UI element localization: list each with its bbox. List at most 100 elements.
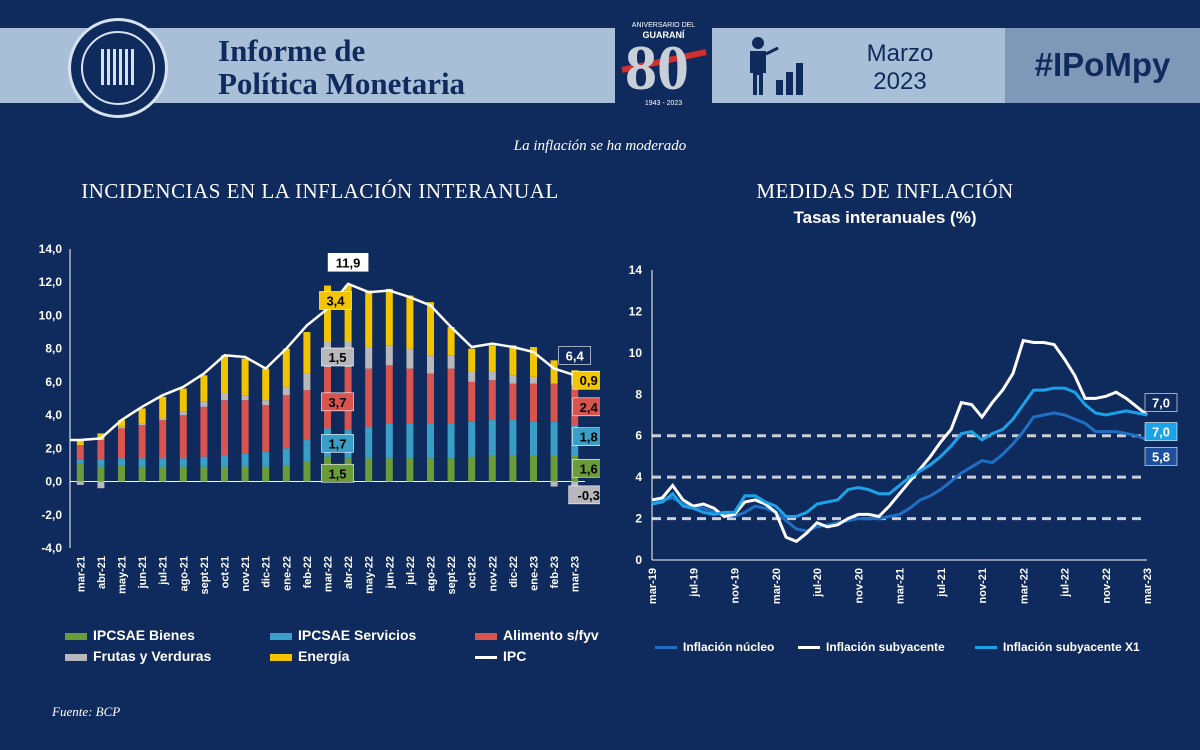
bar-segment [447,327,455,356]
x-tick-label: may-22 [364,556,376,594]
anniversary-years: 1943 - 2023 [644,100,683,107]
bar-segment [488,371,496,381]
x-tick-label: nov-21 [240,556,252,591]
y-tick-label: 10 [629,346,643,360]
left-chart-title: INCIDENCIAS EN LA INFLACIÓN INTERANUAL [81,179,559,203]
report-title-line1: Informe de [218,33,366,68]
label-mar22-bienes: 1,5 [328,466,346,481]
bar-segment [488,454,496,482]
x-tick-label: jul-21 [158,556,170,586]
bar-segment [179,388,187,412]
label-mar22-frutas: 1,5 [328,350,346,365]
bar-segment [138,423,146,426]
bar-segment [138,408,146,424]
y-tick-label: 8 [635,387,642,401]
bar-segment [241,466,249,482]
bar-segment [303,390,311,441]
subyacente-x1-line [651,386,1148,518]
hashtag-box: #IPoMpy [1005,28,1200,103]
label-mar22-energia: 3,4 [326,293,345,308]
report-title-line2: Política Monetaria [218,66,466,101]
y-tick-label: -2,0 [41,508,62,522]
end-label-subyacente: 7,0 [1152,396,1170,411]
bar-segment [509,454,517,482]
bar-segment [138,458,146,467]
x-tick-label: jul-19 [688,568,700,598]
label-mar23-energia-box [572,370,600,390]
bar-segment [282,348,290,387]
bar-segment [221,355,228,394]
legend-nucleo: Inflación núcleo [655,640,774,654]
bar-segment [179,466,187,482]
bar-segment [427,423,434,459]
bar-segment [138,425,146,459]
bar-segment [118,428,125,459]
y-tick-label: 0,0 [45,475,62,489]
bar-segment [488,420,496,455]
bar-segment [241,453,249,467]
bar-segment [468,381,476,422]
bar-segment [282,464,290,482]
bar-segment [406,368,414,424]
bar-segment [179,458,187,467]
bar-segment [427,373,434,424]
y-tick-label: 4 [635,470,642,484]
y-tick-label: 14,0 [39,242,63,256]
bar-segment [97,481,105,489]
bar-segment [488,380,496,421]
x-tick-label: sept-21 [199,556,211,595]
bar-segment [385,345,393,366]
bar-segment [200,466,208,482]
y-tick-label: 10,0 [39,308,63,322]
bar-segment [447,458,455,482]
bar-segment [97,440,105,460]
bar-segment [488,345,496,372]
bar-segment [324,285,331,343]
y-tick-label: 2,0 [45,441,62,455]
label-ipc-last: 6,4 [566,348,585,363]
x-tick-label: jul-20 [812,568,824,598]
y-tick-label: 4,0 [45,408,62,422]
label-mar22-energia-box [319,291,352,310]
x-tick-label: feb-23 [549,556,561,588]
bar-segment [262,451,270,467]
y-tick-label: 8,0 [45,342,62,356]
anniversary-currency: GUARANÍ [642,30,685,40]
bar-segment [221,400,228,455]
bar-segment [447,368,455,424]
bar-segment [406,423,414,459]
bar-segment [530,454,537,482]
source-note: Fuente: BCP [52,704,121,719]
bar-segment [282,386,290,396]
bar-segment [427,458,434,482]
x-tick-label: nov-22 [1101,568,1113,603]
legend-subyacente-x1: Inflación subyacente X1 [975,640,1140,654]
bar-segment [138,466,146,482]
label-mar23-servicios: 1,8 [580,430,598,445]
bar-segment [262,368,270,401]
label-mar22-alimento-box [321,392,354,412]
right-legend: Inflación núcleo Inflación subyacente In… [600,638,1200,658]
x-tick-label: mar-21 [895,568,907,604]
legend-servicios: IPCSAE Servicios [270,627,416,643]
bar-segment [344,285,352,343]
right-chart-subtitle: Tasas interanuales (%) [793,208,977,227]
label-mar23-bienes: 1,6 [580,461,598,476]
bar-segment [118,426,125,429]
bar-segment [385,365,393,424]
bar-segment [97,466,105,482]
y-tick-label: 14 [629,263,643,277]
label-mar22-servicios: 1,7 [328,436,346,451]
bar-segment [159,396,167,419]
x-tick-label: nov-20 [853,568,865,603]
bar-segment [550,454,558,482]
bar-segment [550,360,558,384]
end-label-nucleo: 5,8 [1152,449,1170,464]
y-tick-label: 2 [635,512,642,526]
bar-segment [406,458,414,482]
x-tick-label: abr-21 [96,556,108,589]
report-date: Marzo 2023 [845,40,955,96]
bar-segment [550,481,558,487]
bar-segment [447,355,455,369]
x-tick-label: abr-22 [343,556,355,589]
